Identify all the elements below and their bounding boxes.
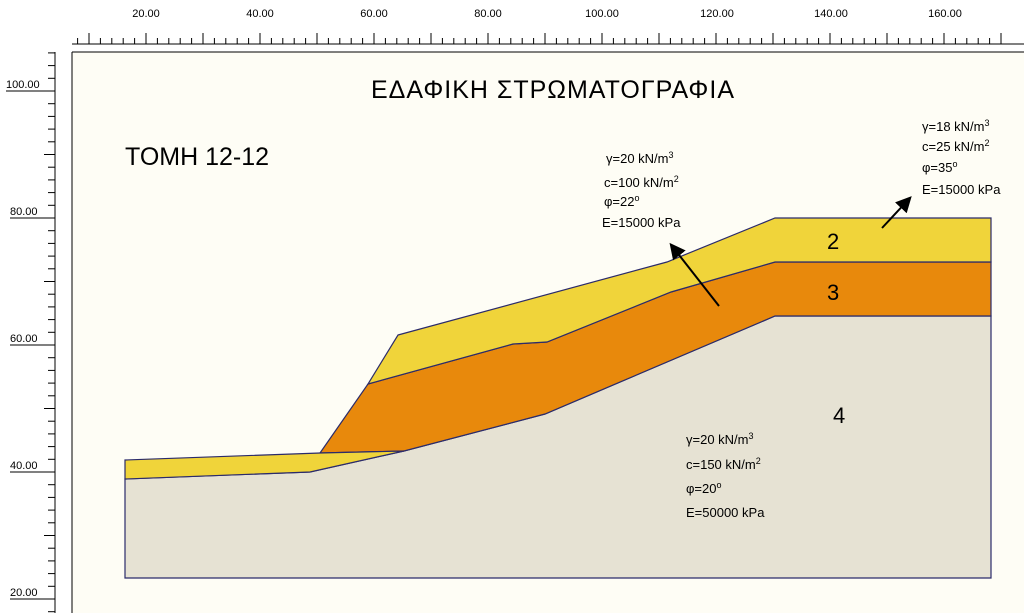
x-tick-labels: 20.00 40.00 60.00 80.00 100.00 120.00 14… bbox=[132, 8, 962, 20]
property-line: c=150 kN/m bbox=[686, 457, 756, 472]
property-line: γ=20 kN/m bbox=[686, 432, 749, 447]
property-line: γ=20 kN/m bbox=[606, 151, 669, 166]
svg-text:γ=20 kN/m3: γ=20 kN/m3 bbox=[686, 431, 754, 447]
layer-2-soil-lower bbox=[124, 450, 405, 480]
left-ruler bbox=[44, 52, 56, 613]
property-line: c=100 kN/m bbox=[604, 175, 674, 190]
x-tick-label: 160.00 bbox=[928, 8, 962, 20]
layer-2-properties: γ=18 kN/m3 c=25 kN/m2 φ=35o E=15000 kPa bbox=[922, 118, 1001, 197]
property-line: φ=20 bbox=[686, 481, 716, 496]
svg-text:γ=20 kN/m3: γ=20 kN/m3 bbox=[606, 150, 674, 166]
x-tick-label: 20.00 bbox=[132, 8, 160, 20]
x-tick-label: 100.00 bbox=[585, 8, 619, 20]
svg-text:φ=22o: φ=22o bbox=[604, 193, 640, 209]
y-tick-label: 80.00 bbox=[10, 206, 38, 218]
x-tick-label: 140.00 bbox=[814, 8, 848, 20]
layer-4-number: 4 bbox=[833, 403, 845, 428]
x-tick-label: 120.00 bbox=[700, 8, 734, 20]
diagram-title: ΕΔΑΦΙΚΗ ΣΤΡΩΜΑΤΟΓΡΑΦΙΑ bbox=[371, 76, 735, 104]
layer-2-number: 2 bbox=[827, 229, 839, 254]
y-tick-label: 60.00 bbox=[10, 333, 38, 345]
layer-3-pointer-arrow bbox=[669, 242, 720, 307]
layer-4-properties: γ=20 kN/m3 c=150 kN/m2 φ=20o E=50000 kPa bbox=[686, 431, 765, 520]
svg-text:γ=18 kN/m3: γ=18 kN/m3 bbox=[922, 118, 990, 134]
y-tick-label: 40.00 bbox=[10, 460, 38, 472]
y-label-underlines bbox=[6, 90, 52, 600]
section-label: ΤΟΜΗ 12-12 bbox=[125, 143, 269, 171]
property-line: E=50000 kPa bbox=[686, 505, 765, 520]
y-tick-label: 20.00 bbox=[10, 587, 38, 599]
property-line: E=15000 kPa bbox=[922, 182, 1001, 197]
top-ruler bbox=[72, 33, 1024, 45]
svg-text:φ=20o: φ=20o bbox=[686, 480, 722, 496]
y-tick-labels: 100.00 80.00 60.00 40.00 20.00 bbox=[6, 79, 40, 599]
x-tick-label: 80.00 bbox=[474, 8, 502, 20]
x-tick-label: 40.00 bbox=[246, 8, 274, 20]
property-line: E=15000 kPa bbox=[602, 215, 681, 230]
svg-text:φ=35o: φ=35o bbox=[922, 159, 958, 175]
property-line: φ=22 bbox=[604, 194, 634, 209]
layer-3-properties: γ=20 kN/m3 c=100 kN/m2 φ=22o E=15000 kPa bbox=[602, 150, 681, 230]
layer-2-pointer-arrow bbox=[881, 196, 912, 229]
property-line: γ=18 kN/m bbox=[922, 119, 985, 134]
svg-text:c=100 kN/m2: c=100 kN/m2 bbox=[604, 174, 679, 190]
y-tick-label: 100.00 bbox=[6, 79, 40, 91]
layer-2-soil-upper bbox=[366, 217, 992, 385]
svg-text:c=150 kN/m2: c=150 kN/m2 bbox=[686, 456, 761, 472]
x-tick-label: 60.00 bbox=[360, 8, 388, 20]
property-line: c=25 kN/m bbox=[922, 139, 985, 154]
svg-text:c=25 kN/m2: c=25 kN/m2 bbox=[922, 138, 990, 154]
property-line: φ=35 bbox=[922, 160, 952, 175]
layer-3-number: 3 bbox=[827, 280, 839, 305]
